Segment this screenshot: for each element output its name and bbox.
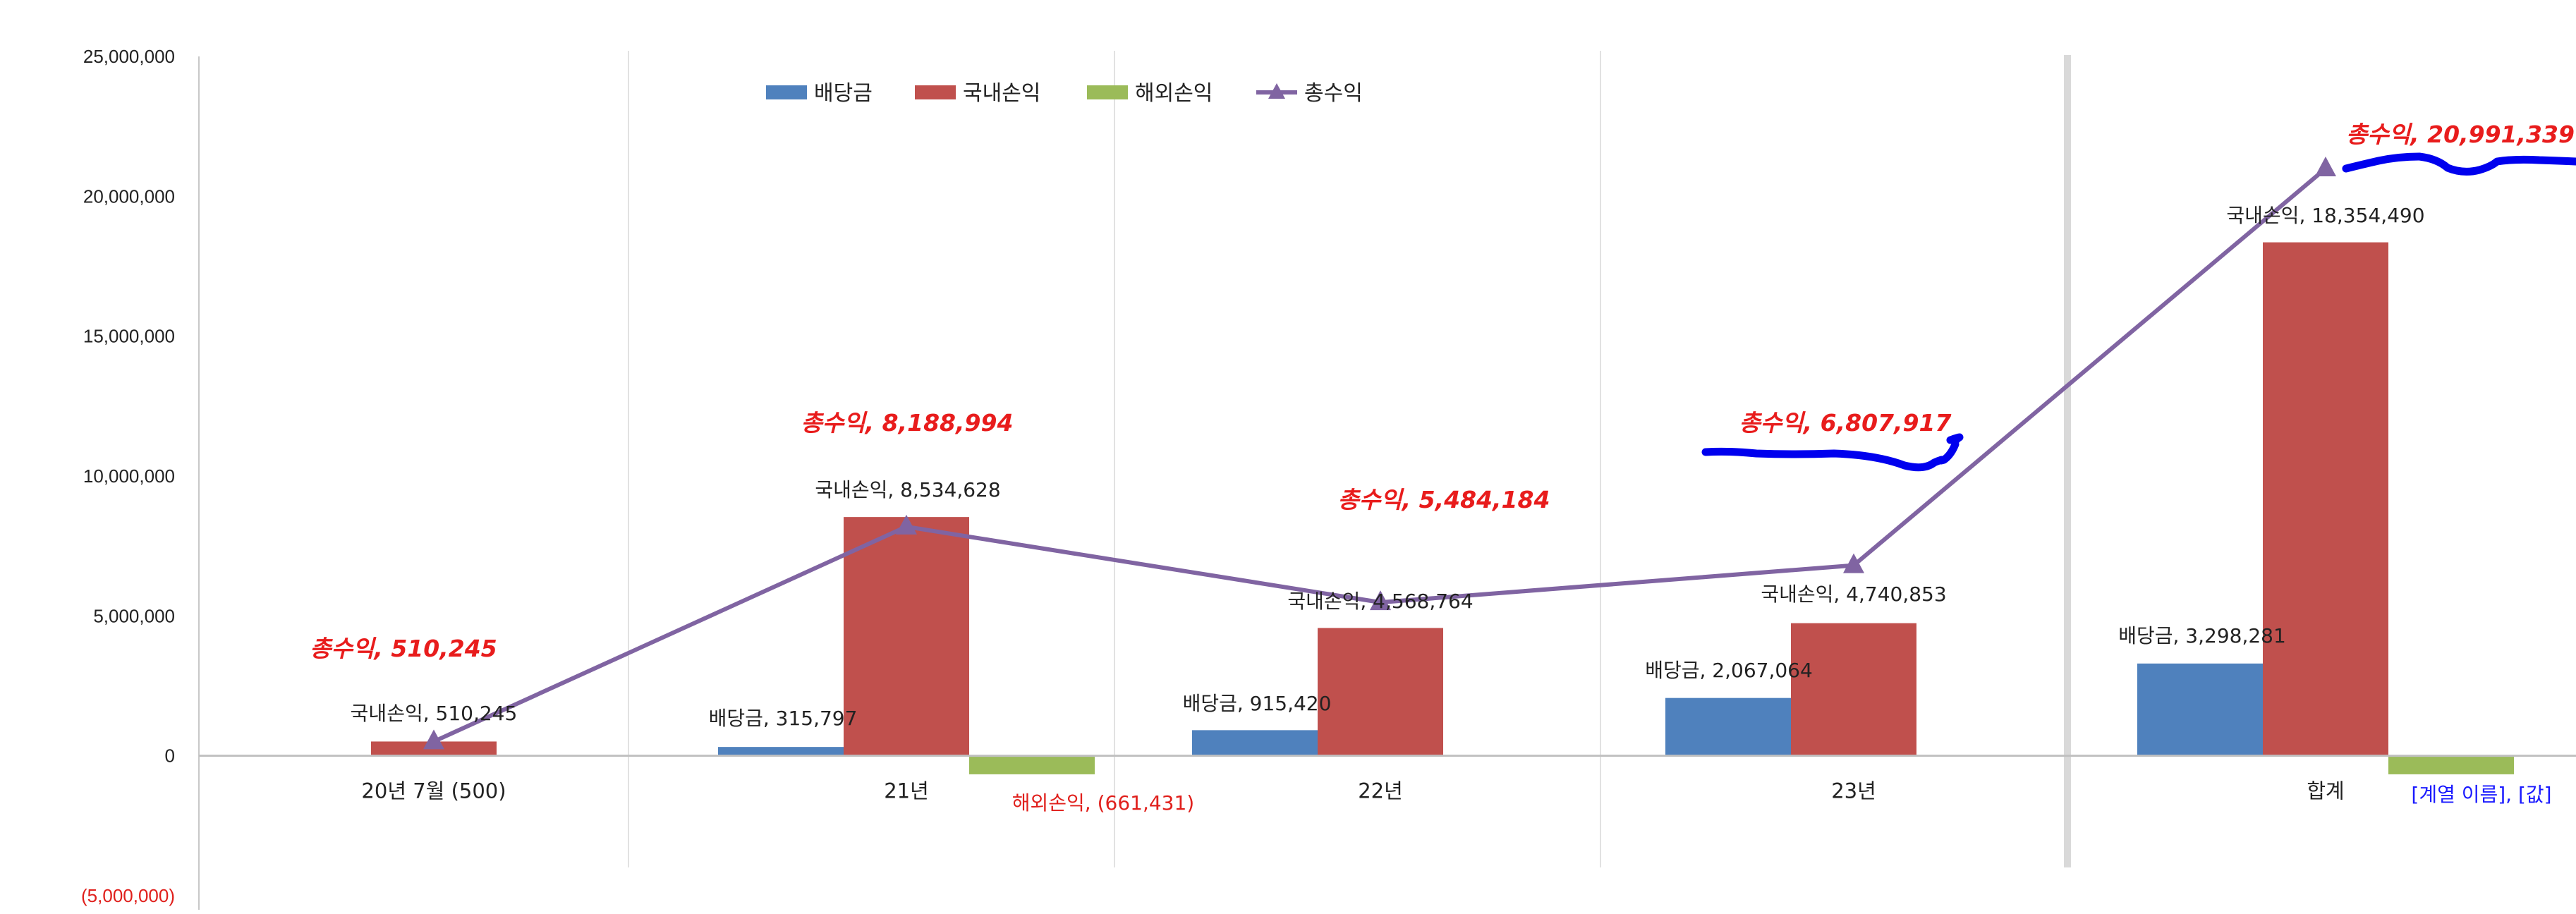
data-label: 배당금, 315,797 bbox=[709, 707, 858, 730]
bar-domestic bbox=[2263, 242, 2388, 756]
bar-domestic bbox=[1318, 628, 1443, 756]
y-tick-label: (5,000,000) bbox=[81, 885, 175, 906]
x-tick-label: 23년 bbox=[1831, 779, 1876, 803]
legend-label: 해외손익 bbox=[1135, 81, 1213, 106]
bar-dividend bbox=[1665, 697, 1791, 756]
total-point-marker bbox=[896, 514, 917, 535]
category-divider-selected bbox=[2064, 55, 2071, 867]
data-label: 배당금, 3,298,281 bbox=[2118, 624, 2286, 647]
data-label: 국내손익, 8,534,628 bbox=[815, 478, 1000, 501]
data-labels: 국내손익, 510,245 국내손익, 8,534,628 국내손익, 4,568,… bbox=[310, 121, 2575, 815]
legend-swatch bbox=[766, 85, 807, 99]
total-data-label: 총수익, 8,188,994 bbox=[801, 409, 1014, 437]
data-label: 해외손익, (661,431) bbox=[1012, 791, 1194, 815]
bar-dividend bbox=[1192, 730, 1318, 756]
legend-label: 총수익 bbox=[1304, 81, 1363, 106]
total-point-marker bbox=[2315, 157, 2336, 177]
total-point-marker bbox=[423, 729, 444, 750]
x-tick-label: 합계 bbox=[2307, 779, 2344, 803]
x-tick-label: 20년 7월 (500) bbox=[361, 779, 506, 803]
data-label: 배당금, 2,067,064 bbox=[1645, 659, 1813, 682]
bar-domestic bbox=[844, 517, 969, 756]
data-label: 배당금, 915,420 bbox=[1183, 692, 1332, 715]
blue-annotation-scribble bbox=[2342, 152, 2576, 176]
data-label: [계열 이름], [값] bbox=[2411, 783, 2551, 806]
bar-overseas bbox=[969, 755, 1095, 774]
y-axis-ticks: (5,000,000) 0 5,000,000 10,000,000 15,000,00… bbox=[81, 46, 175, 906]
bar-domestic bbox=[1791, 623, 1916, 756]
total-data-label: 총수익, 5,484,184 bbox=[1338, 486, 1550, 513]
total-point-marker bbox=[1843, 553, 1864, 573]
total-data-label: 총수익, 6,807,917 bbox=[1739, 409, 1952, 437]
bar-dividend bbox=[2137, 663, 2263, 756]
legend-marker bbox=[1268, 83, 1285, 99]
blue-annotation-scribble bbox=[1701, 433, 1964, 472]
total-data-label: 총수익, 510,245 bbox=[310, 635, 497, 662]
y-tick-label: 20,000,000 bbox=[83, 185, 175, 207]
y-tick-label: 5,000,000 bbox=[93, 605, 175, 626]
legend-swatch bbox=[915, 85, 956, 99]
total-point-marker bbox=[1370, 590, 1391, 611]
x-tick-label: 22년 bbox=[1358, 779, 1403, 803]
y-tick-label: 15,000,000 bbox=[83, 326, 175, 347]
data-label: 국내손익, 4,740,853 bbox=[1761, 583, 1946, 606]
total-data-label: 총수익, 20,991,339 bbox=[2346, 121, 2575, 148]
y-tick-label: 25,000,000 bbox=[83, 46, 175, 67]
y-tick-label: 0 bbox=[165, 745, 175, 767]
data-label: 국내손익, 510,245 bbox=[351, 702, 518, 725]
legend-label: 국내손익 bbox=[963, 81, 1040, 106]
legend-swatch bbox=[1087, 85, 1128, 99]
bar-overseas bbox=[2388, 755, 2514, 774]
legend-label: 배당금 bbox=[814, 81, 873, 106]
bar-dividend bbox=[718, 747, 844, 756]
total-line-series bbox=[423, 157, 2336, 750]
y-tick-label: 10,000,000 bbox=[83, 465, 175, 487]
data-label: 국내손익, 4,568,764 bbox=[1287, 590, 1473, 613]
x-tick-label: 21년 bbox=[884, 779, 929, 803]
x-axis-labels: 20년 7월 (500) 21년 22년 23년 합계 bbox=[361, 779, 2344, 803]
data-label: 국내손익, 18,354,490 bbox=[2226, 204, 2424, 227]
bar-series bbox=[371, 242, 2514, 774]
legend: 배당금 국내손익 해외손익 총수익 bbox=[766, 81, 1363, 106]
